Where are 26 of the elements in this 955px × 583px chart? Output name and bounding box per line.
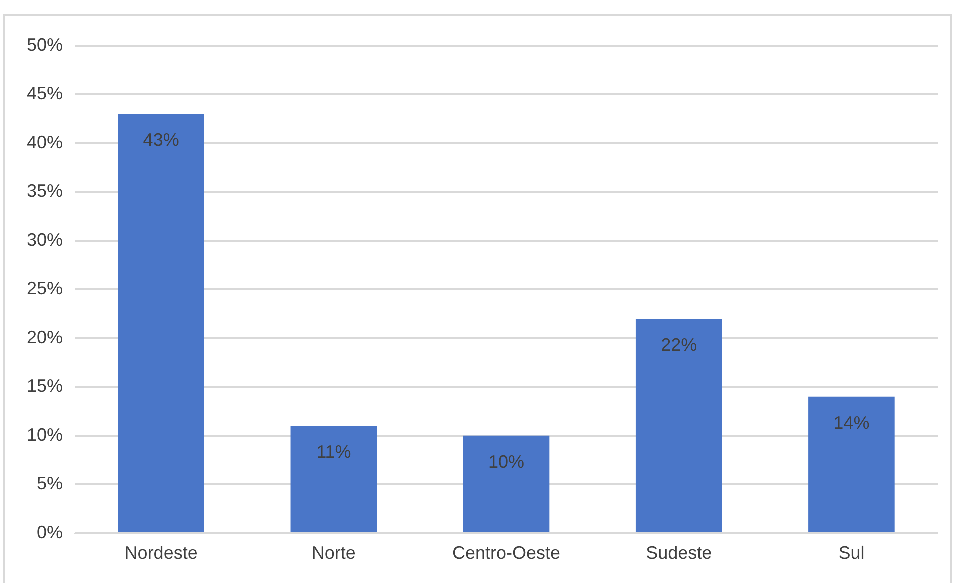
y-tick-label: 20%	[26, 327, 64, 348]
y-tick-label: 15%	[26, 376, 64, 396]
y-tick-label: 35%	[26, 181, 64, 202]
data-label: 10%	[488, 452, 525, 472]
x-tick-label: Norte	[312, 543, 356, 564]
data-label: 22%	[661, 334, 698, 355]
y-tick-label: 25%	[26, 278, 64, 299]
x-tick-label: Centro-Oeste	[452, 543, 561, 564]
data-label: 14%	[834, 412, 870, 433]
data-label: 43%	[143, 130, 180, 150]
data-label: 11%	[316, 442, 352, 462]
y-tick-label: 30%	[26, 230, 64, 250]
bar	[808, 396, 895, 532]
y-tick-label: 50%	[26, 34, 64, 55]
bar	[290, 426, 378, 532]
y-tick-label: 10%	[26, 424, 64, 445]
bar	[463, 436, 550, 532]
y-tick-label: 5%	[37, 474, 64, 494]
bar	[636, 318, 722, 532]
y-tick-label: 0%	[37, 522, 64, 542]
x-tick-label: Nordeste	[124, 543, 198, 564]
y-tick-label: 45%	[26, 84, 64, 104]
bar	[118, 114, 204, 532]
y-tick-label: 40%	[26, 132, 64, 152]
x-tick-label: Sudeste	[646, 543, 712, 564]
x-tick-label: Sul	[838, 543, 865, 564]
